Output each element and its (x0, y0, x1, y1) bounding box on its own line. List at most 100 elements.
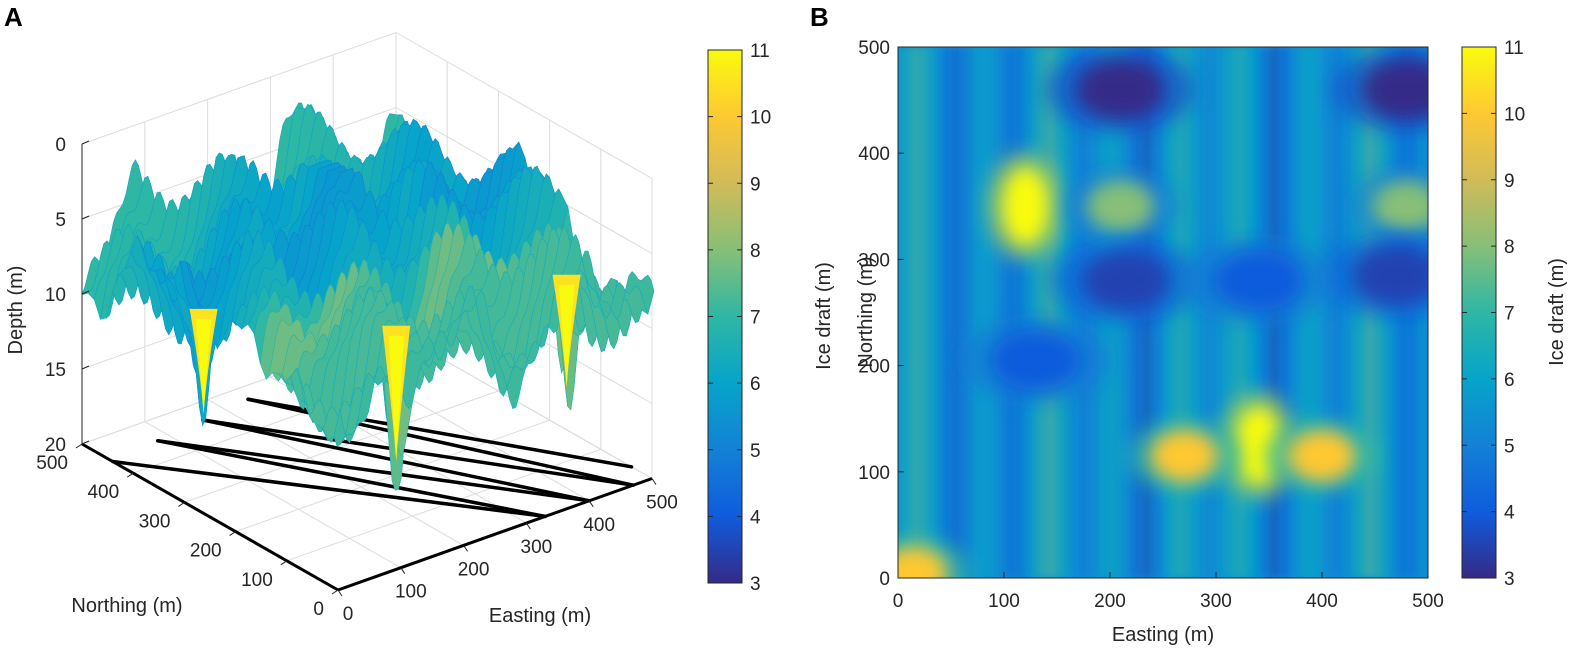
colorbar-tick-label: 10 (750, 108, 771, 129)
colorbar-tick-label: 3 (750, 574, 761, 595)
heatmap-stripe (982, 47, 995, 578)
panel-b-easting-ticks: 0 100 200 300 400 500 (893, 572, 1444, 612)
easting-tick-label: 400 (583, 515, 615, 536)
y-tick-label: 200 (858, 357, 890, 378)
colorbar-tick-label: 7 (750, 308, 761, 329)
easting-tick-mark (337, 589, 343, 597)
heatmap-stripe (1057, 47, 1069, 578)
easting-tick-mark (463, 545, 469, 552)
y-tick-label: 100 (858, 463, 890, 484)
heatmap-stripe (961, 47, 974, 578)
heatmap-high-draft (1086, 180, 1155, 233)
northing-tick-label: 400 (87, 482, 119, 503)
colorbar-tick-label: 11 (1504, 38, 1524, 59)
panel-a-3d-surface: 0 5 10 15 20 0 100 200 300 400 500 0 100 200 300 400 5… (5, 31, 835, 627)
panel-b-colorbar-ticks: 3 4 5 6 7 8 9 10 11 (1462, 38, 1525, 590)
survey-track-leg (156, 439, 591, 503)
colorbar-tick-label: 11 (750, 41, 770, 62)
heatmap-high-draft (1288, 429, 1356, 482)
floor-edge-northing (81, 442, 339, 592)
panel-a-floor (81, 397, 653, 592)
colorbar-tick-label: 5 (1504, 436, 1515, 457)
heatmap-high-draft (1150, 429, 1219, 482)
panel-b-colorbar-label: Ice draft (m) (1546, 258, 1568, 366)
heatmap-low-draft (1214, 250, 1303, 311)
floor-grid-line (184, 390, 499, 503)
survey-track-leg (156, 439, 547, 519)
panel-a-colorbar-label: Ice draft (m) (813, 262, 835, 370)
northing-tick-mark (178, 501, 185, 507)
x-tick-label: 200 (1094, 591, 1126, 612)
heatmap-stripe (1035, 47, 1048, 578)
heatmap-stripe (1184, 47, 1196, 578)
heatmap-stripe (993, 47, 1005, 578)
y-tick-label: 400 (858, 144, 890, 165)
northing-tick-mark (280, 560, 288, 566)
colorbar-tick-label: 9 (1504, 171, 1515, 192)
heatmap-stripe (908, 47, 921, 578)
heatmap-low-draft (1081, 250, 1170, 311)
heatmap-stripe (940, 47, 952, 578)
colorbar-tick-label: 3 (1504, 569, 1515, 590)
heatmap-low-draft (1352, 245, 1428, 306)
panel-b-northing-label: Northing (m) (855, 256, 877, 367)
z-tick-mark (81, 365, 90, 370)
northing-tick-mark (126, 472, 134, 478)
panel-a-easting-label: Easting (m) (489, 605, 591, 627)
panel-a-colorbar-ticks: 3 4 5 6 7 8 9 10 11 (708, 41, 771, 595)
northing-tick-label: 300 (139, 511, 171, 532)
panel-a-surface (81, 102, 655, 491)
northing-tick-label: 200 (190, 541, 222, 562)
northing-tick-label: 500 (36, 453, 68, 474)
heatmap-high-draft (1001, 166, 1050, 247)
panel-a-northing-label: Northing (m) (71, 595, 182, 617)
easting-tick-mark (400, 567, 406, 574)
heatmap-stripe (929, 47, 942, 578)
y-tick-label: 300 (858, 250, 890, 271)
x-tick-label: 300 (1200, 591, 1232, 612)
northing-tick-mark (331, 589, 339, 595)
heatmap-low-draft (991, 330, 1080, 391)
panel-label-a: A (4, 2, 23, 32)
easting-tick-label: 500 (646, 493, 678, 514)
northing-tick-label: 0 (313, 599, 324, 620)
heatmap-stripe (1067, 47, 1080, 578)
panel-b-heatmap: 0 100 200 300 400 500 0 100 200 300 400 500 Eastin… (855, 38, 1568, 646)
colorbar-tick-label: 6 (1504, 370, 1515, 391)
easting-tick-label: 0 (343, 604, 354, 625)
heatmap-stripe (951, 47, 963, 578)
heatmap-stripe (1004, 47, 1016, 578)
heatmap-stripe (1332, 47, 1345, 578)
z-tick-label: 0 (55, 135, 66, 156)
z-tick-label: 20 (45, 435, 66, 456)
ice-keel-tip (558, 284, 575, 388)
heatmap-stripe (1046, 47, 1058, 578)
heatmap-stripe (1014, 47, 1027, 578)
colorbar-tick-label: 5 (750, 441, 761, 462)
panel-a-depth-label: Depth (m) (5, 266, 27, 355)
panel-b-colorbar (1461, 46, 1497, 579)
northing-tick-mark (75, 443, 83, 449)
grid-line (81, 31, 653, 179)
floor-edge-easting (337, 477, 653, 592)
z-tick-label: 10 (45, 285, 66, 306)
z-tick-label: 15 (45, 360, 66, 381)
heatmap-stripe (1025, 47, 1037, 578)
y-tick-label: 0 (879, 569, 890, 590)
y-tick-label: 500 (858, 38, 890, 59)
heatmap-low-draft (1362, 59, 1428, 120)
panel-b-easting-label: Easting (m) (1112, 624, 1214, 646)
heatmap-features (898, 47, 1428, 578)
ice-keel-tip (388, 335, 404, 461)
heatmap-stripe (1194, 47, 1207, 578)
heatmap-stripe (1311, 47, 1323, 578)
heatmap-stripe (972, 47, 984, 578)
panel-a-easting-ticks: 0 100 200 300 400 500 (337, 478, 678, 625)
survey-track-leg (110, 459, 547, 519)
easting-tick-label: 100 (395, 582, 427, 603)
colorbar-tick-label: 4 (1504, 503, 1515, 524)
surface-strip (333, 234, 655, 447)
x-tick-label: 0 (893, 591, 904, 612)
panel-a-z-ticks: 0 5 10 15 20 (45, 135, 90, 456)
